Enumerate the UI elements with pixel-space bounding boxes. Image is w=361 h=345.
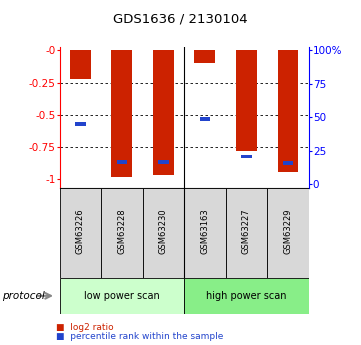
Bar	[283, 161, 293, 165]
Text: GSM63230: GSM63230	[159, 208, 168, 254]
FancyBboxPatch shape	[143, 188, 184, 278]
Bar	[278, 50, 298, 172]
Text: ■  log2 ratio: ■ log2 ratio	[56, 323, 114, 332]
FancyBboxPatch shape	[267, 188, 309, 278]
FancyBboxPatch shape	[101, 188, 143, 278]
Text: protocol: protocol	[2, 291, 44, 301]
Text: low power scan: low power scan	[84, 291, 160, 301]
FancyBboxPatch shape	[184, 278, 309, 314]
FancyBboxPatch shape	[184, 188, 226, 278]
Text: GSM63229: GSM63229	[283, 208, 292, 254]
Bar	[195, 50, 215, 63]
Bar	[112, 50, 132, 177]
Text: GSM63227: GSM63227	[242, 208, 251, 254]
Text: GDS1636 / 2130104: GDS1636 / 2130104	[113, 12, 248, 25]
Text: GSM63163: GSM63163	[200, 208, 209, 254]
Bar	[70, 50, 91, 79]
Bar	[236, 50, 257, 151]
Text: GSM63226: GSM63226	[76, 208, 85, 254]
FancyBboxPatch shape	[60, 278, 184, 314]
Text: GSM63228: GSM63228	[117, 208, 126, 254]
Bar	[200, 117, 210, 121]
Bar	[75, 122, 86, 126]
FancyBboxPatch shape	[226, 188, 267, 278]
Bar	[153, 50, 174, 175]
Text: ■  percentile rank within the sample: ■ percentile rank within the sample	[56, 332, 223, 341]
Bar	[241, 155, 252, 158]
Bar	[117, 160, 127, 164]
FancyBboxPatch shape	[60, 188, 101, 278]
Text: high power scan: high power scan	[206, 291, 287, 301]
Bar	[158, 160, 169, 164]
